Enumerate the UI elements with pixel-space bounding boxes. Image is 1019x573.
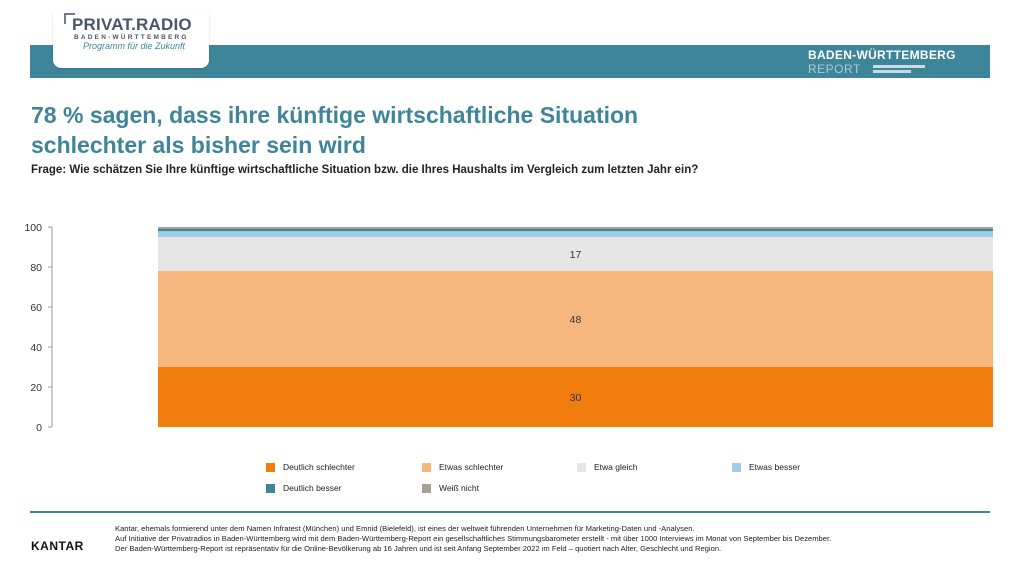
legend-item: Etwas schlechter bbox=[422, 462, 503, 472]
headline-line-1: 78 % sagen, dass ihre künftige wirtschaf… bbox=[31, 102, 639, 128]
logo-title: PRIVAT.RADIO bbox=[72, 15, 192, 34]
kantar-logo: KANTAR bbox=[31, 539, 84, 553]
legend-label: Etwas schlechter bbox=[439, 462, 504, 472]
legend-label: Weiß nicht bbox=[439, 483, 479, 493]
bar-segment bbox=[158, 231, 993, 237]
privat-radio-logo bbox=[53, 10, 209, 68]
logo-tagline: Programm für die Zukunft bbox=[83, 41, 186, 51]
legend-swatch bbox=[577, 462, 586, 472]
y-tick-label: 80 bbox=[30, 262, 42, 274]
y-tick-label: 0 bbox=[36, 422, 42, 434]
footer-divider bbox=[30, 511, 990, 513]
data-label: 30 bbox=[570, 392, 582, 404]
legend-label: Deutlich schlechter bbox=[283, 462, 355, 472]
bar-segment bbox=[158, 229, 993, 231]
legend-swatch bbox=[732, 462, 741, 472]
legend-swatch bbox=[266, 483, 275, 493]
footer-line-1: Kantar, ehemals formierend unter dem Nam… bbox=[115, 524, 695, 533]
bar-segment bbox=[158, 237, 993, 271]
legend-label: Etwa gleich bbox=[594, 462, 638, 472]
footer-line-3: Der Baden-Württemberg-Report ist repräse… bbox=[115, 544, 722, 553]
logo-subtitle: BADEN-WÜRTTEMBERG bbox=[74, 34, 189, 41]
legend-item: Weiß nicht bbox=[422, 483, 479, 493]
y-tick-label: 20 bbox=[30, 382, 42, 394]
page-title: 78 % sagen, dass ihre künftige wirtschaf… bbox=[31, 100, 791, 160]
footer-text: Kantar, ehemals formierend unter dem Nam… bbox=[115, 524, 831, 554]
footer-line-2: Auf Initiative der Privatradios in Baden… bbox=[115, 534, 832, 543]
bar-segment bbox=[158, 271, 993, 367]
legend-item: Deutlich besser bbox=[266, 483, 342, 493]
report-title: BADEN-WÜRTTEMBERG bbox=[808, 48, 956, 62]
legend-label: Deutlich besser bbox=[283, 483, 342, 493]
report-subtitle: REPORT bbox=[808, 62, 861, 76]
bar-segment bbox=[158, 227, 993, 229]
headline-line-2: schlechter als bisher sein wird bbox=[31, 132, 366, 158]
data-label: 48 bbox=[570, 314, 582, 326]
y-tick-label: 60 bbox=[30, 302, 42, 314]
logo-corner-mark-icon bbox=[64, 13, 75, 24]
y-tick-label: 100 bbox=[24, 222, 42, 234]
survey-question: Frage: Wie schätzen Sie Ihre künftige wi… bbox=[31, 164, 699, 176]
bar-segment bbox=[158, 367, 993, 427]
legend-item: Deutlich schlechter bbox=[266, 462, 355, 472]
legend-label: Etwas besser bbox=[749, 462, 801, 472]
report-bars-icon bbox=[873, 65, 925, 75]
y-tick-label: 40 bbox=[30, 342, 42, 354]
legend-swatch bbox=[422, 483, 431, 493]
legend-item: Etwa gleich bbox=[577, 462, 637, 472]
legend-item: Etwas besser bbox=[732, 462, 800, 472]
data-label: 17 bbox=[570, 249, 582, 261]
legend-swatch bbox=[422, 462, 431, 472]
legend-swatch bbox=[266, 462, 275, 472]
